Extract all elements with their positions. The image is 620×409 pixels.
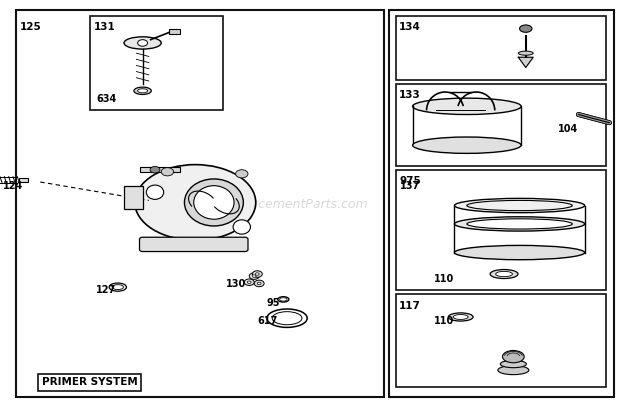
Ellipse shape <box>135 164 255 240</box>
Ellipse shape <box>520 25 532 32</box>
Text: 104: 104 <box>558 124 578 134</box>
FancyBboxPatch shape <box>140 237 248 252</box>
Text: PRIMER SYSTEM: PRIMER SYSTEM <box>42 378 138 387</box>
Ellipse shape <box>112 285 123 290</box>
Ellipse shape <box>500 360 526 368</box>
Ellipse shape <box>272 312 302 325</box>
Ellipse shape <box>453 315 468 319</box>
Text: 117: 117 <box>399 301 421 310</box>
Circle shape <box>255 273 259 275</box>
Text: 134: 134 <box>399 22 421 32</box>
Ellipse shape <box>454 198 585 213</box>
Text: 95: 95 <box>267 298 280 308</box>
Ellipse shape <box>518 51 533 55</box>
Bar <box>169 29 180 34</box>
Ellipse shape <box>496 272 513 277</box>
Ellipse shape <box>138 89 148 93</box>
Ellipse shape <box>502 351 525 363</box>
Ellipse shape <box>467 200 572 211</box>
Text: 634: 634 <box>96 94 117 104</box>
Text: 133: 133 <box>399 90 421 100</box>
Text: eReplacementParts.com: eReplacementParts.com <box>215 198 368 211</box>
Circle shape <box>161 168 174 176</box>
Ellipse shape <box>498 366 529 375</box>
Text: 124: 124 <box>3 181 24 191</box>
Circle shape <box>150 166 160 173</box>
Ellipse shape <box>124 37 161 49</box>
Text: 617: 617 <box>257 316 278 326</box>
Ellipse shape <box>413 137 521 153</box>
Text: 110: 110 <box>434 274 454 284</box>
Bar <box>124 186 143 209</box>
Text: 137: 137 <box>400 181 420 191</box>
Bar <box>396 294 606 387</box>
Ellipse shape <box>193 186 234 219</box>
Circle shape <box>244 279 254 285</box>
Bar <box>396 16 606 80</box>
Text: 975: 975 <box>399 176 421 186</box>
Text: 125: 125 <box>20 22 42 32</box>
Bar <box>396 84 606 166</box>
Circle shape <box>247 281 251 283</box>
Ellipse shape <box>278 297 289 302</box>
Circle shape <box>257 282 261 285</box>
Bar <box>19 178 28 182</box>
Bar <box>16 10 384 397</box>
Bar <box>140 167 180 172</box>
Circle shape <box>138 40 148 46</box>
Circle shape <box>254 280 264 287</box>
Ellipse shape <box>454 217 585 231</box>
Ellipse shape <box>134 87 151 94</box>
Circle shape <box>252 275 256 277</box>
Circle shape <box>249 273 259 279</box>
Bar <box>396 170 606 290</box>
Circle shape <box>252 271 262 277</box>
Ellipse shape <box>467 219 572 229</box>
Text: 130: 130 <box>226 279 247 289</box>
Text: 131: 131 <box>94 22 116 31</box>
Circle shape <box>236 170 248 178</box>
Bar <box>90 16 223 110</box>
Ellipse shape <box>146 185 164 199</box>
Ellipse shape <box>280 298 287 301</box>
Ellipse shape <box>448 313 473 321</box>
Text: 110: 110 <box>434 316 454 326</box>
Polygon shape <box>518 57 533 67</box>
Text: 127: 127 <box>96 285 117 295</box>
Bar <box>389 10 614 397</box>
Ellipse shape <box>185 179 243 226</box>
Ellipse shape <box>233 220 250 234</box>
Ellipse shape <box>413 98 521 115</box>
Ellipse shape <box>490 270 518 279</box>
Ellipse shape <box>267 309 307 327</box>
Ellipse shape <box>109 283 126 291</box>
Ellipse shape <box>454 245 585 260</box>
